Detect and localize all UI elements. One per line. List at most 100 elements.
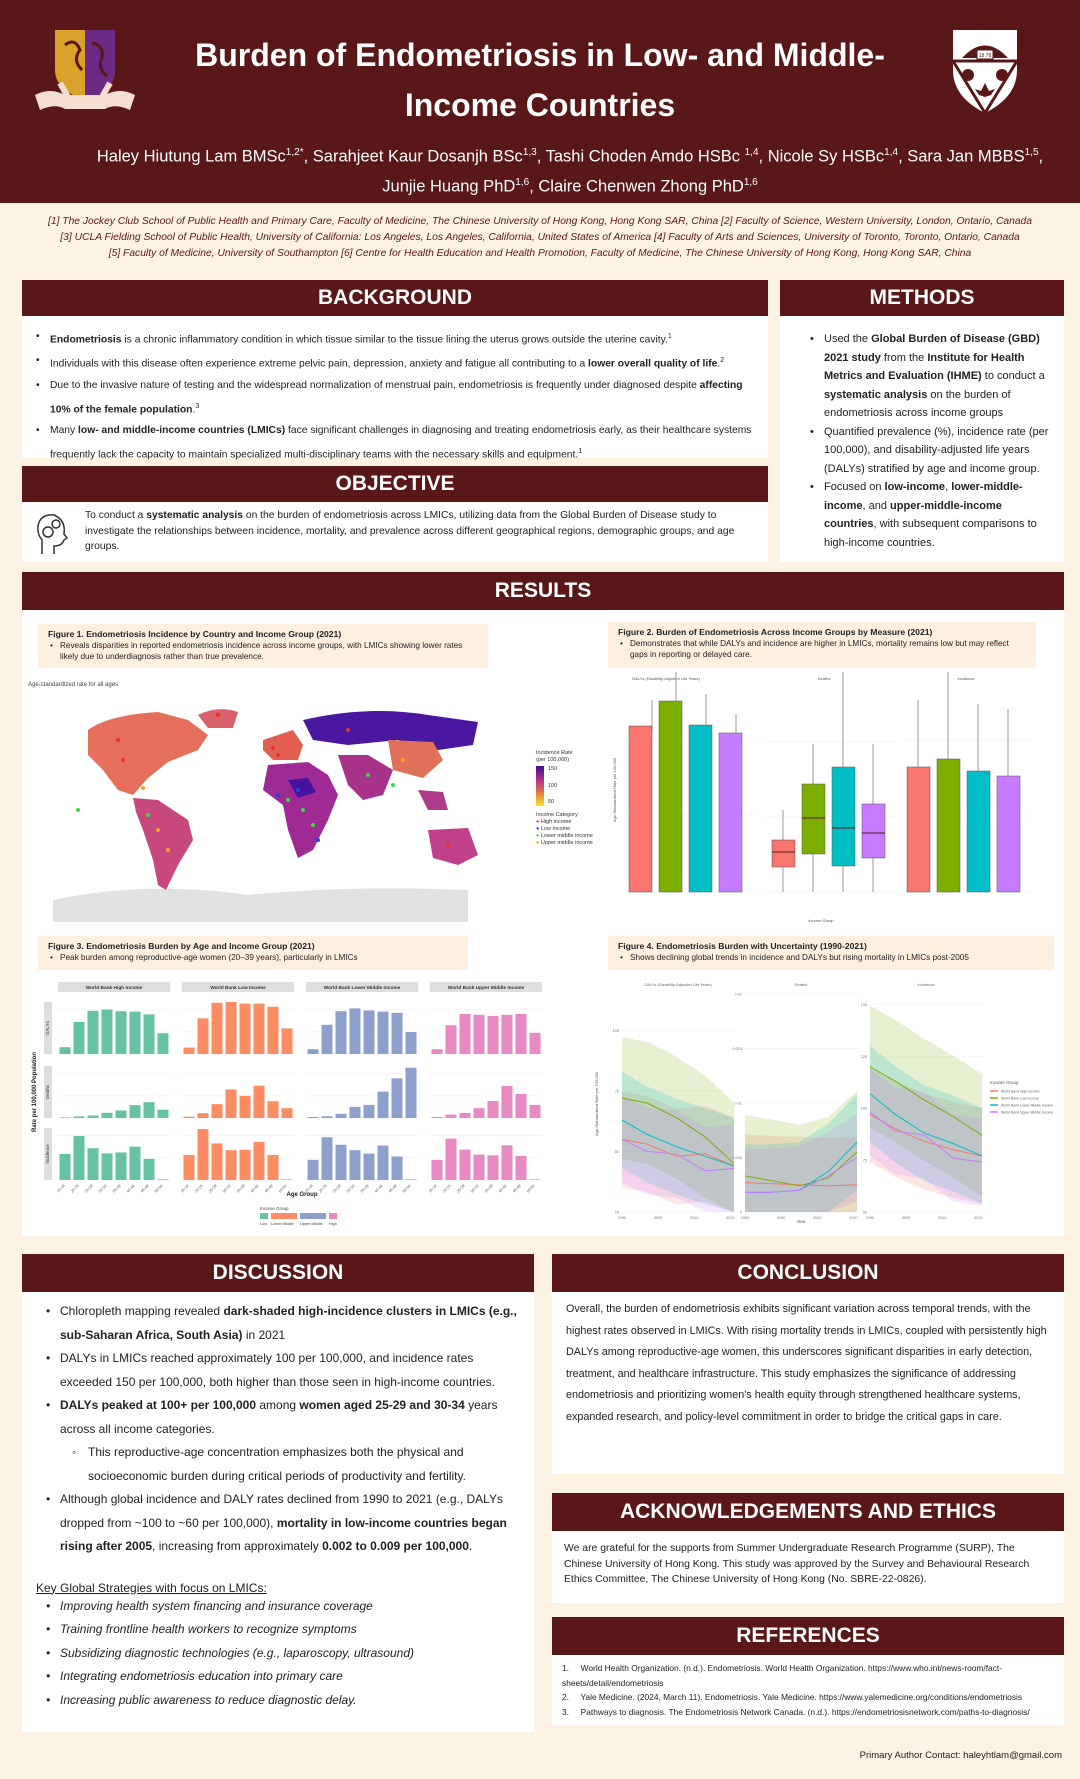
svg-text:0.01: 0.01	[735, 1102, 742, 1106]
svg-text:20-24: 20-24	[70, 1184, 80, 1194]
references-list: 1. World Health Organization. (n.d.). En…	[562, 1661, 1054, 1719]
svg-text:Income Group: Income Group	[990, 1080, 1019, 1085]
svg-text:Income Group: Income Group	[808, 918, 834, 923]
background-list: Endometriosis is a chronic inflammatory …	[36, 326, 754, 466]
svg-text:2010: 2010	[813, 1216, 821, 1220]
svg-text:Incidence: Incidence	[957, 676, 975, 681]
methods-heading: METHODS	[780, 280, 1064, 316]
references-heading: REFERENCES	[552, 1617, 1064, 1655]
svg-text:50-54: 50-54	[402, 1184, 412, 1194]
svg-text:Year: Year	[796, 1219, 806, 1224]
age-income-facet-barchart: World Bank High Income DALYs Deaths Inciden…	[32, 982, 542, 1226]
methods-panel: Used the Global Burden of Disease (GBD) …	[780, 316, 1064, 562]
svg-text:50-54: 50-54	[278, 1184, 288, 1194]
discussion-item: Chloropleth mapping revealed dark-shaded…	[46, 1300, 520, 1347]
uncertainty-trend-linechart: DALYs (Disability-Adjusted Life Years) 25…	[594, 982, 1053, 1224]
strategy-item: Increasing public awareness to reduce di…	[46, 1689, 520, 1713]
svg-text:Age-Standardized Rate per 100,: Age-Standardized Rate per 100,000	[594, 1071, 599, 1136]
svg-text:30-34: 30-34	[98, 1184, 108, 1194]
svg-text:45-49: 45-49	[264, 1184, 274, 1194]
svg-text:World Bank High Income: World Bank High Income	[1001, 1090, 1040, 1094]
svg-text:Deaths: Deaths	[818, 676, 831, 681]
svg-text:25: 25	[615, 1211, 619, 1215]
figure3-caption: Figure 3. Endometriosis Burden by Age an…	[38, 936, 468, 970]
reference-item: 1. World Health Organization. (n.d.). En…	[562, 1663, 1003, 1688]
svg-text:45-49: 45-49	[140, 1184, 150, 1194]
strategy-item: Integrating endometriosis education into…	[46, 1665, 520, 1689]
svg-text:25-29: 25-29	[456, 1184, 466, 1194]
svg-text:25-29: 25-29	[332, 1184, 342, 1194]
svg-text:High: High	[329, 1222, 337, 1226]
svg-text:25-29: 25-29	[208, 1184, 218, 1194]
figure4-caption: Figure 4. Endometriosis Burden with Unce…	[608, 936, 1054, 970]
svg-text:35-39: 35-39	[484, 1184, 494, 1194]
svg-text:40-44: 40-44	[126, 1184, 136, 1194]
svg-text:15-19: 15-19	[428, 1184, 438, 1194]
svg-text:Age-Standardized Rate per 100,: Age-Standardized Rate per 100,000	[612, 757, 617, 822]
map-colorbar-legend: Incidence Rate (per 100,000) 150 100 50 In…	[536, 750, 593, 846]
svg-text:World Bank Lower Middle Income: World Bank Lower Middle Income	[324, 985, 401, 991]
methods-item: Used the Global Burden of Disease (GBD) …	[810, 330, 1050, 423]
svg-text:Deaths: Deaths	[795, 982, 808, 987]
svg-text:2000: 2000	[777, 1216, 785, 1220]
strategy-item: Training frontline health workers to rec…	[46, 1618, 520, 1642]
svg-text:15-19: 15-19	[304, 1184, 314, 1194]
references-panel: 1. World Health Organization. (n.d.). En…	[552, 1655, 1064, 1725]
svg-text:15-19: 15-19	[56, 1184, 66, 1194]
acknowledgements-panel: We are grateful for the supports from Su…	[552, 1531, 1064, 1603]
svg-text:World Bank Upper Middle Income: World Bank Upper Middle Income	[448, 985, 525, 991]
conclusion-panel: Overall, the burden of endometriosis exh…	[552, 1292, 1064, 1474]
svg-text:20-24: 20-24	[442, 1184, 452, 1194]
svg-text:World Bank Upper Middle Income: World Bank Upper Middle Income	[1001, 1111, 1053, 1115]
svg-text:1990: 1990	[618, 1216, 626, 1220]
svg-text:0.02: 0.02	[735, 993, 742, 997]
svg-text:100: 100	[861, 1107, 867, 1111]
discussion-item: DALYs in LMICs reached approximately 100…	[46, 1347, 520, 1394]
svg-text:50: 50	[863, 1211, 867, 1215]
svg-text:45-49: 45-49	[388, 1184, 398, 1194]
svg-text:40-44: 40-44	[498, 1184, 508, 1194]
svg-text:DALYs (Disability-Adjusted Lif: DALYs (Disability-Adjusted Life Years)	[644, 982, 712, 987]
svg-text:Incidence: Incidence	[917, 982, 935, 987]
svg-text:125: 125	[861, 1055, 867, 1059]
university-crest-logo	[35, 30, 135, 110]
background-item: Individuals with this disease often expe…	[36, 350, 754, 374]
svg-text:75: 75	[615, 1089, 619, 1093]
svg-text:DALYs (Disability-Adjusted Lif: DALYs (Disability-Adjusted Life Years)	[632, 676, 700, 681]
strategy-item: Subsidizing diagnostic technologies (e.g…	[46, 1642, 520, 1666]
svg-text:35-39: 35-39	[236, 1184, 246, 1194]
background-item: Many low- and middle-income countries (L…	[36, 420, 754, 465]
svg-text:75: 75	[863, 1159, 867, 1163]
income-points	[76, 713, 450, 852]
svg-text:2010: 2010	[690, 1216, 698, 1220]
affiliations: [1] The Jockey Club School of Public Hea…	[47, 216, 1033, 259]
world-incidence-map	[48, 700, 578, 922]
svg-text:Low: Low	[260, 1222, 267, 1226]
discussion-item: DALYs peaked at 100+ per 100,000 among w…	[46, 1394, 520, 1441]
discussion-panel: Chloropleth mapping revealed dark-shaded…	[22, 1292, 534, 1732]
svg-text:2020: 2020	[974, 1216, 982, 1220]
svg-text:0.005: 0.005	[732, 1156, 742, 1160]
svg-text:0.015: 0.015	[732, 1047, 742, 1051]
svg-text:35-39: 35-39	[360, 1184, 370, 1194]
objective-text: To conduct a systematic analysis on the …	[85, 510, 735, 552]
svg-text:20-24: 20-24	[194, 1184, 204, 1194]
discussion-list: Chloropleth mapping revealed dark-shaded…	[46, 1300, 520, 1441]
income-measure-boxplot: DALYs (Disability-Adjusted Life Years) D…	[612, 672, 1031, 923]
author-contact: Primary Author Contact: haleyhtlam@gmail…	[859, 1750, 1062, 1761]
svg-text:25-29: 25-29	[84, 1184, 94, 1194]
author-list: Haley Hiutung Lam BMSc1,2*, Sarahjeet Ka…	[96, 147, 1044, 195]
svg-text:45-49: 45-49	[512, 1184, 522, 1194]
acknowledgements-text: We are grateful for the supports from Su…	[564, 1543, 1030, 1585]
svg-text:100: 100	[613, 1029, 619, 1033]
background-panel: Endometriosis is a chronic inflammatory …	[22, 316, 768, 461]
strategies-list: Improving health system financing and in…	[46, 1595, 520, 1713]
svg-text:Rate per 100,000 Population: Rate per 100,000 Population	[32, 1052, 38, 1132]
map-subtitle: Age-standardized rate for all ages	[28, 682, 119, 688]
svg-text:40-44: 40-44	[250, 1184, 260, 1194]
background-item: Due to the invasive nature of testing an…	[36, 375, 754, 420]
figure1-caption: Figure 1. Endometriosis Incidence by Cou…	[38, 624, 488, 668]
discussion-heading: DISCUSSION	[22, 1254, 534, 1292]
svg-text:2020: 2020	[726, 1216, 734, 1220]
acknowledgements-heading: ACKNOWLEDGEMENTS AND ETHICS	[552, 1493, 1064, 1531]
